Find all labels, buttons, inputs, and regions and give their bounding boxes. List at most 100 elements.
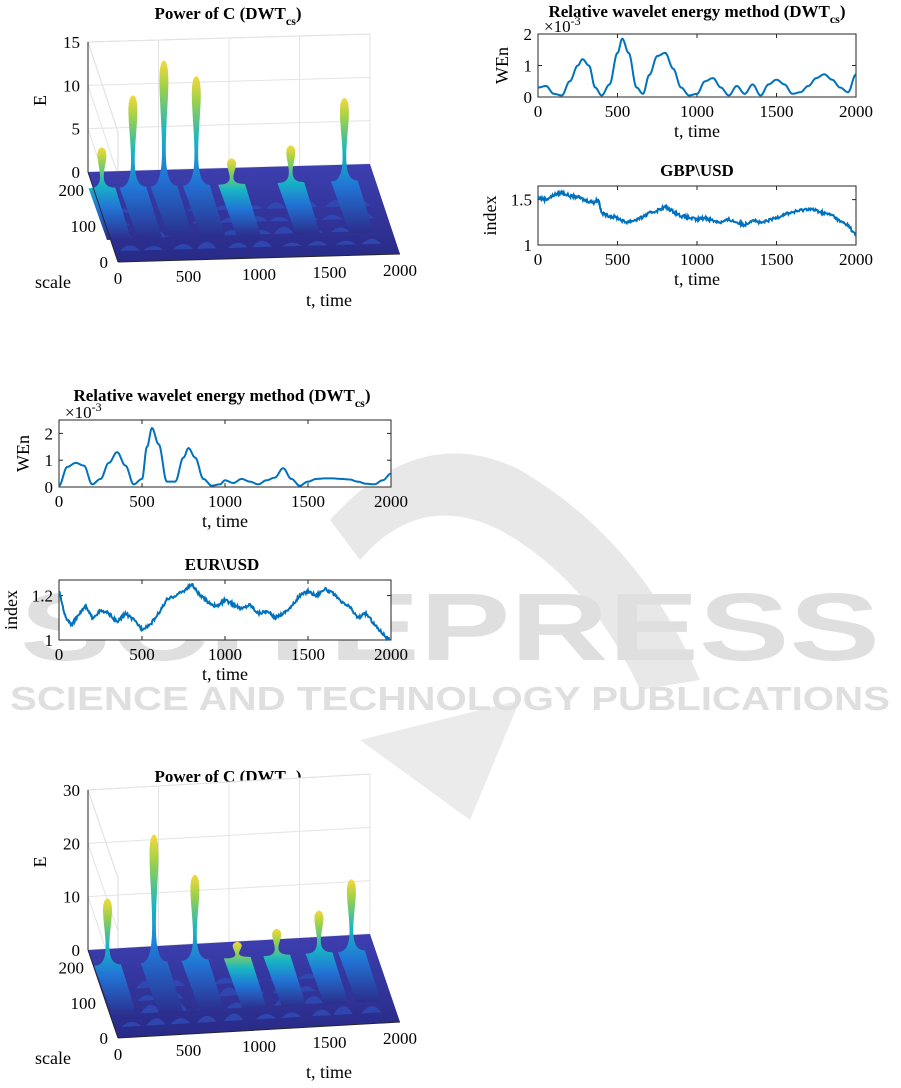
- surface-peak: [331, 97, 374, 234]
- x-axis-line: [117, 1021, 401, 1039]
- x-tick-label: 0: [55, 492, 64, 511]
- watermark-arrow: [360, 700, 520, 820]
- chart-title: Power of C (DWTcs): [154, 4, 301, 28]
- surface-ridge: [120, 245, 140, 251]
- z-tick-label: 10: [63, 888, 80, 907]
- surface-ridge: [307, 241, 328, 246]
- y-tick-label: 0: [45, 478, 54, 497]
- surface-ridge: [361, 1006, 382, 1014]
- plot-area: [537, 33, 857, 98]
- z-tick-label: 0: [72, 163, 81, 182]
- grid-line: [87, 843, 119, 932]
- line-chart-wen-gbp: Relative wavelet energy method (DWTcs) 0…: [492, 2, 873, 141]
- y-axis-label: scale: [35, 1048, 71, 1068]
- plot-area: [58, 579, 392, 641]
- y-axis-line: [87, 949, 119, 1039]
- surface-ridge: [330, 227, 351, 233]
- surface-peak: [150, 60, 194, 239]
- surface-ridge: [281, 1012, 302, 1018]
- y-tick-label: 1: [524, 236, 533, 255]
- surface-ridge: [322, 214, 342, 220]
- y-tick-label: 1.5: [511, 191, 532, 210]
- y-tick-label: 1: [45, 451, 54, 470]
- x-tick-label: 1500: [313, 1033, 347, 1052]
- x-tick-label: 1500: [760, 102, 794, 121]
- grid-line: [87, 85, 119, 176]
- surface-ridge: [214, 977, 235, 985]
- plot-area: [58, 419, 392, 488]
- chart-title: Relative wavelet energy method (DWTcs): [548, 2, 845, 26]
- grid-line: [87, 41, 119, 133]
- series-line: [538, 37, 857, 97]
- axis-multiplier: ×10-3: [544, 14, 581, 36]
- y-tick-label: 1: [524, 57, 533, 76]
- x-axis-label: t, time: [674, 121, 720, 141]
- x-axis-label: t, time: [202, 511, 248, 531]
- z-axis-label: E: [30, 857, 50, 868]
- chart-title: Relative wavelet energy method (DWTcs): [73, 386, 370, 410]
- surface-ridge: [311, 1009, 332, 1017]
- y-tick-label: 0: [100, 253, 109, 272]
- surface-peak: [88, 147, 132, 240]
- line-chart-gbp-usd: GBP\USD 0 500 1000 1500 2000 1 1.5 t, time index: [480, 161, 873, 289]
- x-tick-label: 2000: [839, 102, 873, 121]
- series-line: [537, 189, 857, 237]
- surface-ridge: [196, 1015, 217, 1023]
- x-tick-label: 500: [176, 1041, 202, 1060]
- axis-multiplier: ×10-3: [65, 400, 102, 422]
- watermark-swoosh: [330, 453, 700, 690]
- z-tick-label: 15: [63, 33, 80, 52]
- y-tick-label: 100: [71, 217, 97, 236]
- surface-ridge: [335, 240, 356, 245]
- surface-ridge: [256, 1014, 276, 1020]
- x-tick-label: 1000: [208, 492, 242, 511]
- chart-title: GBP\USD: [660, 161, 734, 180]
- surface-ridge: [143, 245, 164, 251]
- surface-ridge: [303, 996, 324, 1005]
- x-tick-label: 1500: [760, 250, 794, 269]
- surface-peak: [338, 879, 381, 1003]
- x-tick-label: 0: [55, 645, 64, 664]
- z-tick-label: 10: [63, 76, 80, 95]
- surface-ridge: [282, 242, 302, 247]
- surface-ridge: [137, 995, 158, 1001]
- y-axis-label: index: [1, 590, 21, 630]
- x-axis-label: t, time: [674, 269, 720, 289]
- y-tick-label: 2: [524, 25, 533, 44]
- y-tick-label: 0: [100, 1029, 109, 1048]
- x-tick-label: 500: [605, 102, 631, 121]
- x-tick-label: 1000: [680, 250, 714, 269]
- plot-area: [537, 185, 857, 246]
- y-axis-label: WEn: [13, 435, 33, 472]
- surface-peak: [94, 898, 137, 1017]
- y-tick-label: 1: [45, 631, 54, 650]
- series-line: [58, 582, 391, 642]
- surface-peak: [223, 941, 267, 1009]
- line-chart-eur-usd: EUR\USD 0 500 1000 1500 2000 1 1.2 t, time index: [1, 555, 408, 684]
- x-tick-label: 0: [114, 1045, 123, 1064]
- series-line: [58, 426, 392, 487]
- surface-ridge: [228, 242, 248, 248]
- surface-ridge: [223, 1013, 244, 1022]
- surface-peak: [277, 145, 321, 235]
- y-tick-label: 100: [71, 994, 97, 1013]
- surface-ridge: [252, 240, 272, 248]
- x-axis-label: t, time: [306, 1062, 352, 1082]
- z-tick-label: 20: [63, 834, 80, 853]
- x-tick-label: 1000: [680, 102, 714, 121]
- surface-ridge: [170, 1018, 191, 1025]
- x-tick-label: 2000: [383, 1029, 417, 1048]
- x-tick-label: 0: [114, 269, 123, 288]
- y-tick-label: 200: [59, 959, 85, 978]
- surface-ridge: [173, 244, 193, 250]
- watermark-line2: SCIENCE AND TECHNOLOGY PUBLICATIONS: [10, 680, 890, 717]
- x-tick-label: 2000: [383, 261, 417, 280]
- surface-ridge: [361, 238, 382, 245]
- x-axis-line: [117, 253, 401, 263]
- x-tick-label: 500: [176, 267, 202, 286]
- z-axis-label: E: [30, 95, 50, 106]
- surface-ridge: [269, 216, 289, 222]
- surface-ridge: [196, 241, 217, 249]
- z-tick-label: 30: [63, 781, 80, 800]
